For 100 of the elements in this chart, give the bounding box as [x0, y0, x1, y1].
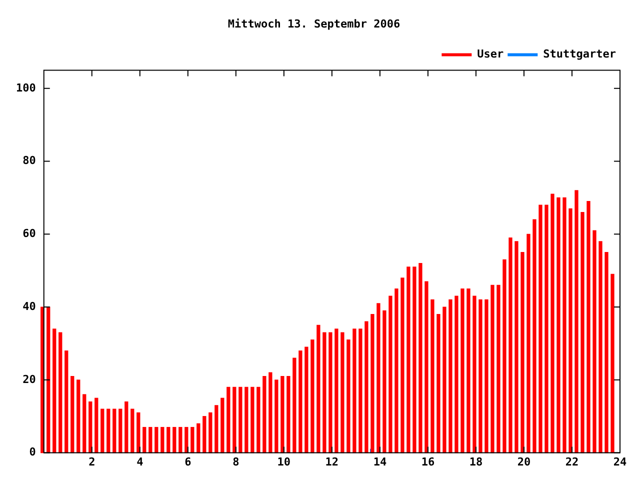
y-tick-label: 20 [22, 372, 36, 386]
x-tick-label: 4 [136, 455, 144, 468]
bar [526, 234, 530, 454]
legend-label: Stuttgarter [543, 48, 616, 61]
x-tick-label: 16 [421, 455, 435, 468]
x-tick-label: 6 [184, 455, 192, 468]
bar [184, 426, 188, 454]
bar [76, 380, 80, 454]
bar [190, 426, 194, 454]
bar [346, 340, 350, 454]
bar [220, 398, 224, 454]
bar [214, 405, 218, 454]
bar [580, 212, 584, 454]
bar [232, 386, 236, 454]
bar [310, 340, 314, 454]
bar [52, 328, 56, 454]
bar [460, 288, 464, 454]
bar [256, 386, 260, 454]
bar [556, 197, 560, 454]
bar [286, 376, 290, 454]
chart-title: Mittwoch 13. Septembr 2006 [228, 17, 400, 30]
bar [94, 398, 98, 454]
bar [46, 306, 50, 454]
bar [178, 426, 182, 454]
bar [64, 350, 68, 454]
bar [484, 299, 488, 454]
bar [598, 241, 602, 454]
bar [142, 426, 146, 454]
bar [160, 426, 164, 454]
y-tick-label: 40 [22, 300, 36, 313]
bar [604, 252, 608, 454]
bar [364, 321, 368, 454]
bar [562, 197, 566, 454]
bar [400, 278, 404, 454]
bar [532, 219, 536, 454]
x-tick-label: 22 [565, 455, 579, 468]
bar [124, 401, 128, 454]
bar [106, 408, 110, 454]
bar [466, 288, 470, 454]
bar [118, 408, 122, 454]
bar [412, 266, 416, 454]
bar [226, 386, 230, 454]
bar [112, 408, 116, 454]
bar [454, 296, 458, 454]
bar [472, 296, 476, 454]
y-tick-label: 0 [29, 446, 36, 459]
bar [568, 208, 572, 454]
bar [274, 380, 278, 454]
bar [166, 426, 170, 454]
bar [322, 332, 326, 454]
bar [268, 372, 272, 454]
y-tick-label: 80 [22, 154, 36, 168]
y-tick-label: 100 [16, 81, 36, 94]
bar [544, 204, 548, 454]
bar [574, 190, 578, 454]
bar [238, 386, 242, 454]
bar [358, 328, 362, 454]
bar [406, 266, 410, 454]
bar [262, 376, 266, 454]
bar [250, 386, 254, 454]
bar [502, 259, 506, 454]
x-tick-label: 14 [373, 455, 387, 468]
bar [130, 408, 134, 454]
bar [550, 194, 554, 454]
bar [448, 299, 452, 454]
bar [154, 426, 158, 454]
bar [442, 306, 446, 454]
legend-label: User [477, 48, 504, 61]
bar [490, 284, 494, 454]
bar [196, 423, 200, 454]
bar [298, 350, 302, 454]
bar [478, 299, 482, 454]
bar [304, 346, 308, 454]
bar [424, 281, 428, 454]
y-tick-label: 60 [22, 227, 36, 240]
bar [172, 426, 176, 454]
bar [610, 274, 614, 454]
bar [430, 299, 434, 454]
bar [370, 314, 374, 454]
bar [70, 376, 74, 454]
bar [388, 296, 392, 454]
bar [496, 284, 500, 454]
bar [280, 376, 284, 454]
bar [586, 201, 590, 454]
bar [538, 204, 542, 454]
bar [88, 401, 92, 454]
bar [352, 328, 356, 454]
bar [136, 412, 140, 454]
bar [82, 394, 86, 454]
bar [436, 314, 440, 454]
bar [592, 230, 596, 454]
bar [328, 332, 332, 454]
bar [514, 241, 518, 454]
bar [100, 408, 104, 454]
bar [340, 332, 344, 454]
x-tick-label: 8 [232, 455, 240, 468]
bar [418, 262, 422, 454]
bar [292, 358, 296, 454]
x-tick-label: 18 [469, 455, 483, 468]
bar [376, 303, 380, 454]
